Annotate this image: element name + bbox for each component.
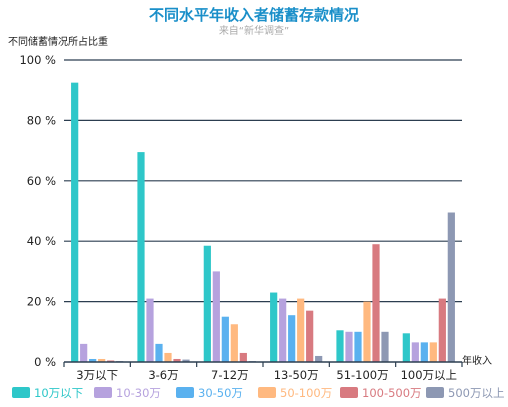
legend-swatch — [94, 387, 112, 398]
bar — [420, 342, 428, 362]
legend-item[interactable]: 500万以上 — [426, 386, 504, 400]
y-tick-label: 80 % — [27, 113, 56, 127]
legend-swatch — [340, 387, 358, 398]
legend-swatch — [258, 387, 276, 398]
y-tick-label: 60 % — [27, 174, 56, 188]
bar — [288, 315, 296, 362]
bar — [203, 245, 211, 362]
legend-label: 10-30万 — [116, 386, 161, 400]
legend-label: 100-500万 — [362, 386, 422, 400]
bar — [429, 342, 437, 362]
bar — [336, 330, 344, 362]
bar — [447, 212, 455, 362]
bar — [89, 358, 97, 362]
bar — [438, 298, 446, 362]
legend-item[interactable]: 10-30万 — [94, 386, 161, 400]
legend-label: 50-100万 — [280, 386, 332, 400]
y-tick-label: 40 % — [27, 234, 56, 248]
bar — [297, 298, 305, 362]
legend[interactable]: 10万以下 10-30万 30-50万 50-100万 100-500万 500万以上 — [12, 386, 504, 400]
chart-subtitle: 来自“新华调查” — [219, 24, 289, 37]
chart-title: 不同水平年收入者储蓄存款情况 — [149, 6, 359, 24]
bar — [381, 331, 389, 362]
bar — [230, 324, 238, 362]
x-tick-label: 7-12万 — [211, 368, 249, 382]
bar — [80, 343, 88, 362]
bar — [411, 342, 419, 362]
bar — [221, 316, 229, 362]
bar — [315, 355, 323, 362]
legend-label: 10万以下 — [34, 386, 83, 400]
bar — [345, 331, 353, 362]
bar — [107, 360, 115, 362]
y-tick-label: 0 % — [34, 355, 56, 369]
legend-item[interactable]: 100-500万 — [340, 386, 422, 400]
y-axis-ticks: 0 % 20 % 40 % 60 % 80 % 100 % — [19, 53, 56, 369]
bar — [402, 333, 410, 362]
y-axis-title: 不同储蓄情况所占比重 — [8, 35, 108, 48]
bar — [354, 331, 362, 362]
x-axis-ticks: 3万以下 3-6万 7-12万 13-50万 51-100万 100万以上 — [63, 362, 463, 382]
legend-label: 30-50万 — [198, 386, 243, 400]
grid-lines — [64, 59, 462, 303]
x-tick-label: 13-50万 — [274, 368, 319, 382]
bar — [270, 292, 278, 362]
bar — [71, 82, 79, 363]
bar — [146, 298, 154, 362]
legend-item[interactable]: 50-100万 — [258, 386, 332, 400]
bar — [212, 271, 220, 362]
x-tick-label: 3万以下 — [76, 368, 118, 382]
legend-item[interactable]: 30-50万 — [176, 386, 243, 400]
bars — [71, 82, 455, 363]
bar — [137, 152, 145, 362]
x-axis-title: 年收入 — [462, 354, 492, 367]
x-tick-label: 100万以上 — [401, 368, 457, 382]
x-tick-label: 3-6万 — [148, 368, 178, 382]
legend-swatch — [426, 387, 444, 398]
y-tick-label: 20 % — [27, 295, 56, 309]
legend-item[interactable]: 10万以下 — [12, 386, 83, 400]
bar — [155, 343, 163, 362]
y-tick-label: 100 % — [19, 53, 56, 67]
bar — [164, 352, 172, 362]
legend-swatch — [12, 387, 30, 398]
legend-swatch — [176, 387, 194, 398]
bar — [306, 310, 314, 362]
bar — [372, 244, 380, 362]
bar — [279, 298, 287, 362]
x-tick-label: 51-100万 — [336, 368, 388, 382]
bar — [239, 352, 247, 362]
bar — [182, 359, 190, 362]
bar — [173, 358, 181, 362]
bar — [98, 358, 106, 362]
bar — [363, 301, 371, 362]
legend-label: 500万以上 — [448, 386, 504, 400]
